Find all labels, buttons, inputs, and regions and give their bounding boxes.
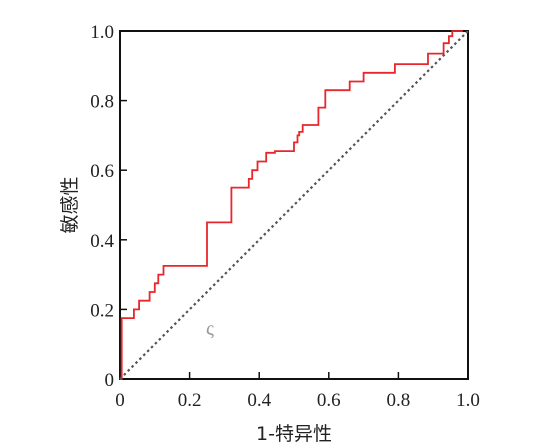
y-tick-label: 1.0 [90, 22, 114, 43]
plot-frame [119, 30, 469, 380]
stray-mark: ς [206, 318, 214, 340]
x-axis-title: 1-特异性 [256, 423, 332, 445]
reference-diagonal-line [119, 30, 469, 380]
x-tick-label: 0.2 [178, 390, 202, 411]
y-tick-label: 0.4 [90, 231, 114, 252]
y-tick-label: 0.8 [90, 92, 114, 113]
y-tick-label: 0.2 [90, 300, 114, 321]
x-tick-label: 0 [115, 390, 125, 411]
x-tick-label: 0.4 [247, 390, 271, 411]
roc-curve-line [120, 30, 463, 380]
y-axis-ticks: 0 0.2 0.4 0.6 0.8 1.0 [90, 22, 127, 391]
y-axis-title: 敏感性 [59, 176, 81, 233]
x-axis-ticks: 0 0.2 0.4 0.6 0.8 1.0 [115, 372, 480, 411]
y-tick-label: 0 [105, 370, 115, 391]
y-tick-label: 0.6 [90, 161, 114, 182]
x-tick-label: 0.8 [387, 390, 411, 411]
x-tick-label: 0.6 [317, 390, 341, 411]
chart-series [119, 30, 469, 380]
x-tick-label: 1.0 [456, 390, 480, 411]
